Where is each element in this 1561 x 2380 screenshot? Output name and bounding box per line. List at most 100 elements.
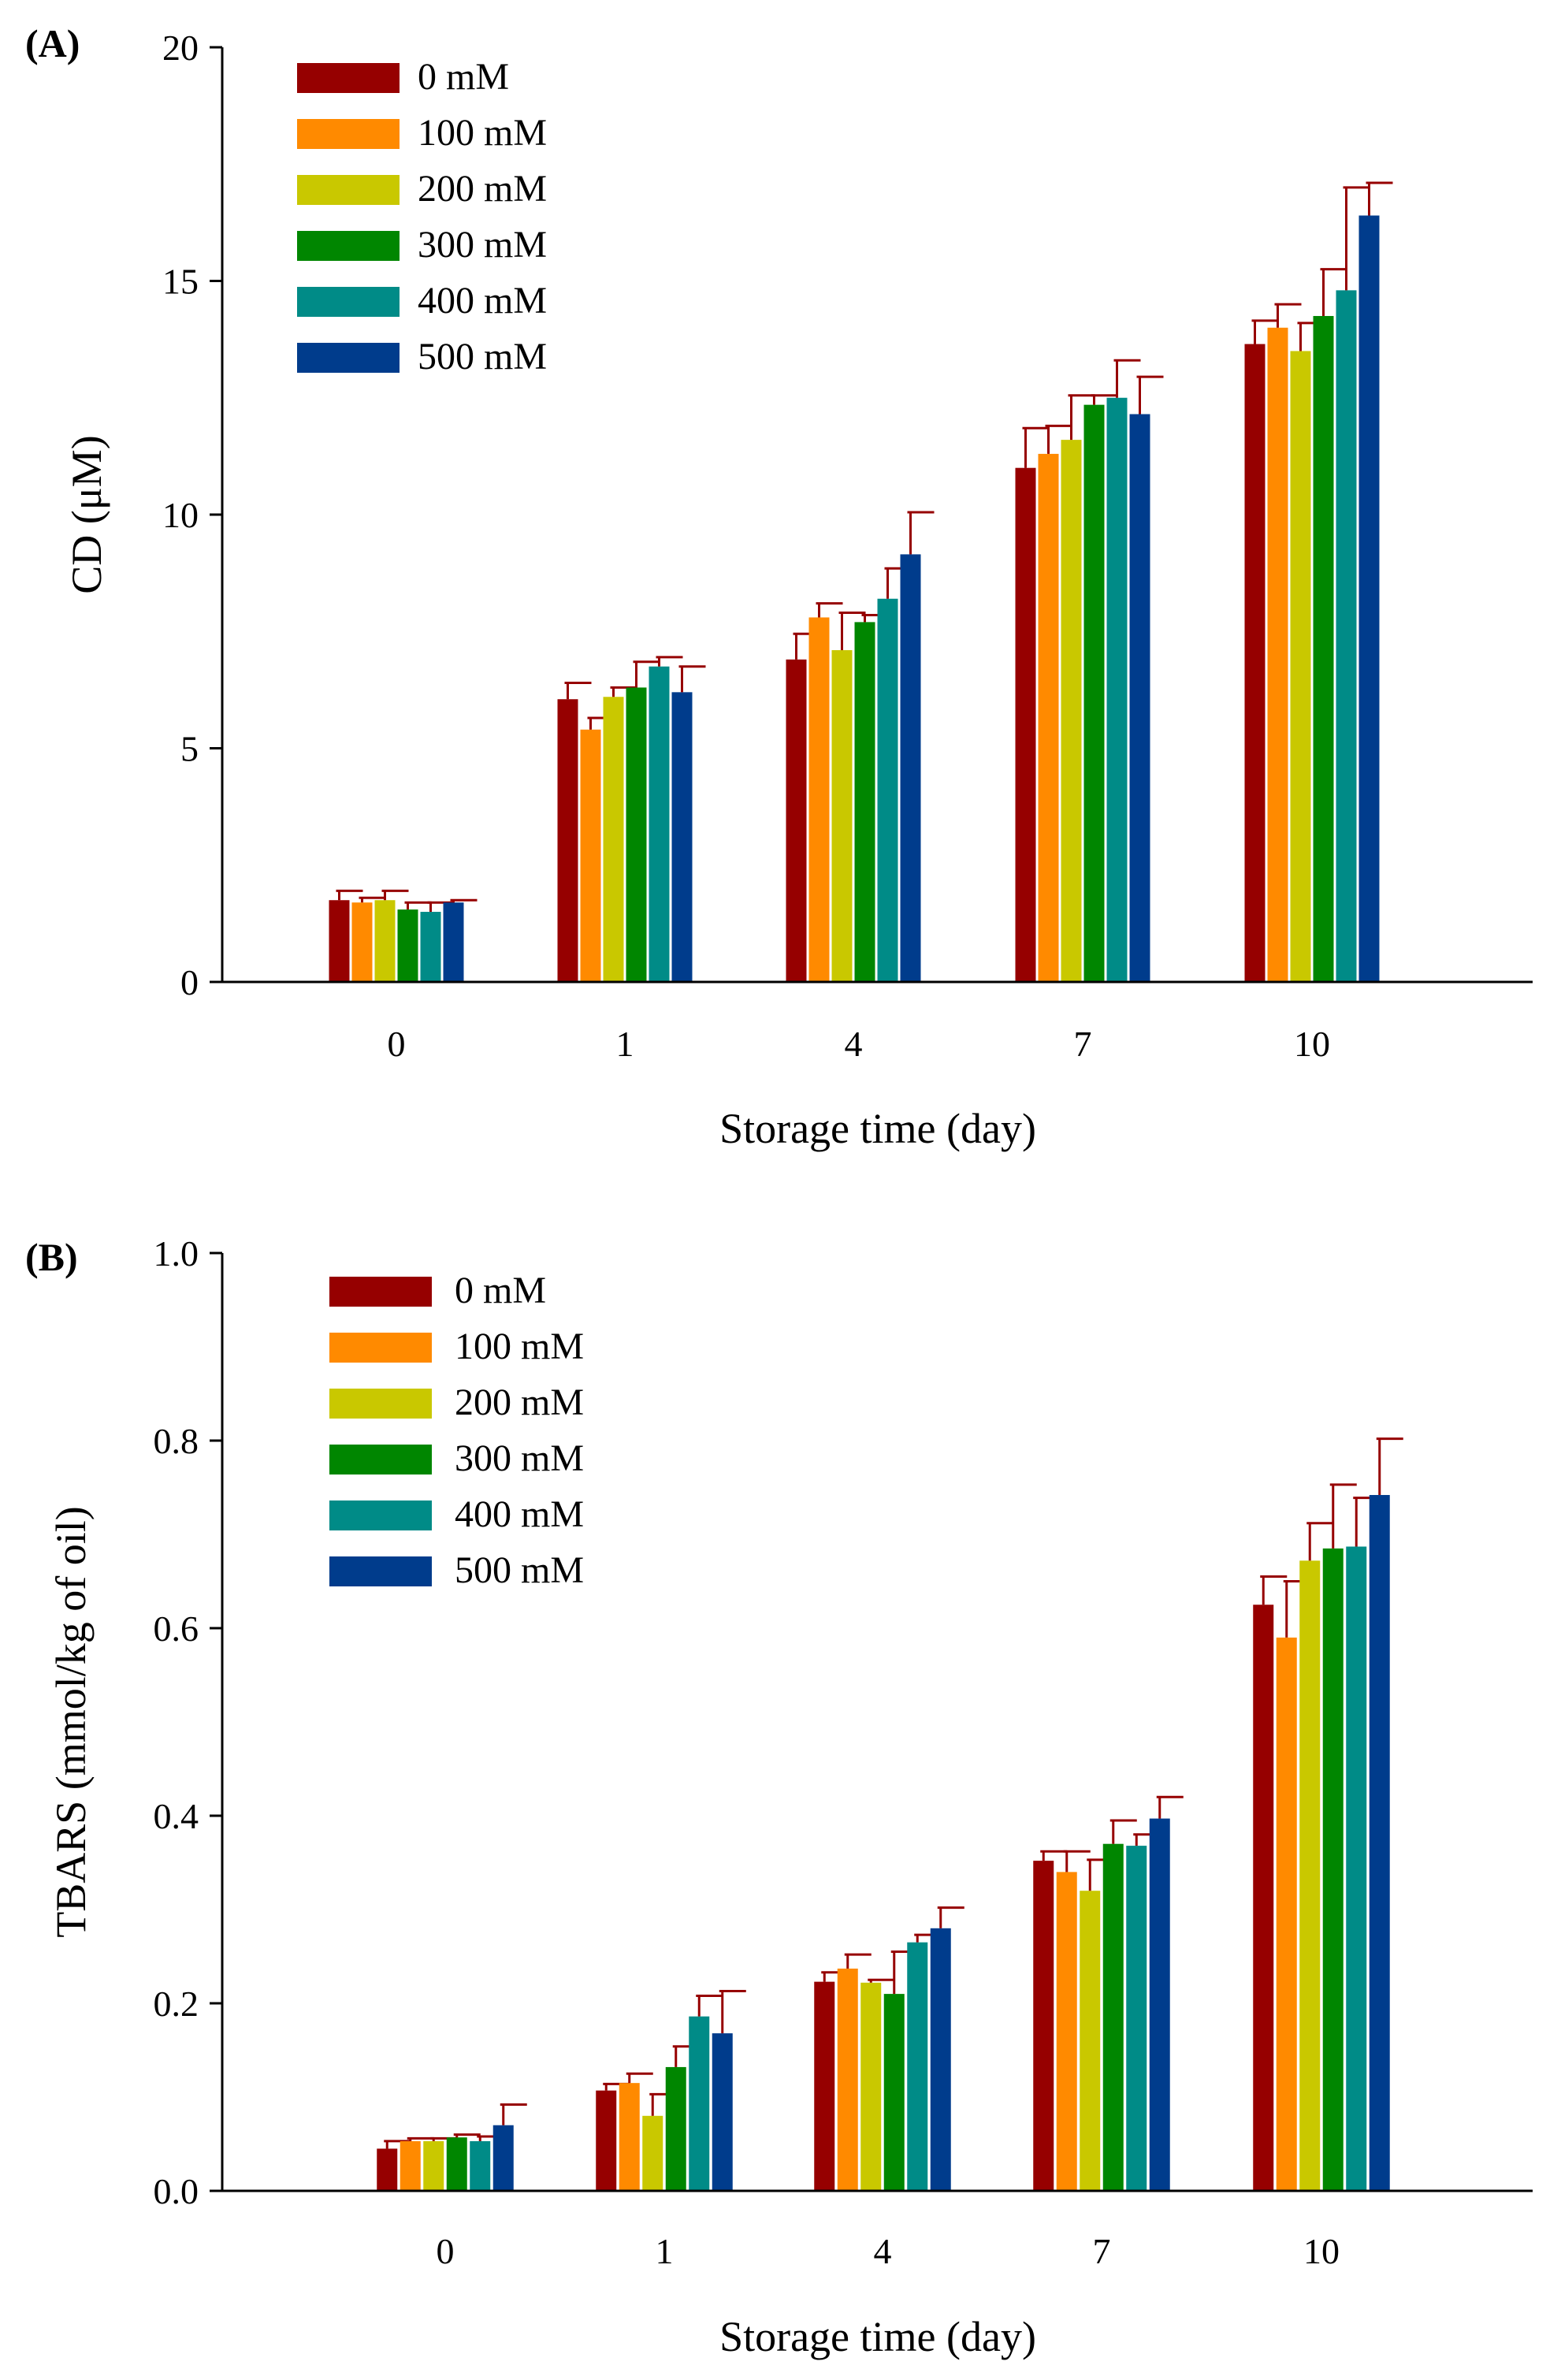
legend-swatch [329,1389,432,1419]
bar [1033,1861,1054,2191]
panel-label: (B) [25,1235,78,1279]
legend-label: 0 mM [455,1270,546,1311]
y-tick-label: 0.8 [154,1421,199,1461]
y-tick-label: 0.6 [154,1608,199,1649]
bar [1129,414,1150,982]
bar [1106,397,1128,982]
bar [854,622,875,982]
bar [1299,1560,1321,2191]
x-axis-title: Storage time (day) [719,2313,1036,2360]
bar [1290,351,1311,982]
bar [649,666,670,982]
bar [883,1994,905,2191]
legend-swatch [297,175,400,205]
bar [689,2016,710,2191]
x-axis-title: Storage time (day) [719,1105,1036,1152]
bar [1061,440,1082,982]
bar [397,909,418,982]
bar [1358,215,1380,983]
bar [1102,1843,1124,2191]
bar [786,659,807,982]
bar [907,1942,928,2191]
x-tick-label: 4 [874,2231,892,2271]
bar [1080,1891,1101,2191]
y-tick-label: 1.0 [154,1233,199,1274]
bar [557,699,578,982]
legend-swatch [329,1556,432,1586]
bar [665,2066,686,2191]
legend-swatch [297,119,400,149]
bar [1056,1872,1077,2191]
bar [808,617,830,982]
bar [1336,290,1357,982]
bar [860,1982,882,2191]
y-tick-label: 0.0 [154,2171,199,2211]
y-tick-label: 20 [162,28,199,68]
bar [1038,453,1059,982]
legend-label: 300 mM [418,224,547,266]
bar [1276,1637,1297,2191]
legend-label: 400 mM [455,1493,584,1535]
bar [1083,404,1105,982]
legend-label: 500 mM [418,336,547,377]
bar [1313,315,1334,983]
legend-swatch [329,1445,432,1474]
bar [626,687,647,982]
legend-swatch [297,63,400,93]
x-tick-label: 1 [656,2231,674,2271]
legend-swatch [329,1501,432,1530]
bar [1322,1548,1344,2191]
bar [831,649,853,982]
y-tick-label: 5 [180,729,199,769]
bar [837,1968,858,2191]
x-tick-label: 4 [845,1024,863,1064]
bar [877,598,898,982]
legend-label: 100 mM [455,1326,584,1367]
legend-label: 0 mM [418,56,509,98]
bar [443,902,464,982]
bar [1015,467,1036,982]
bar [351,902,373,982]
bar [930,1928,951,2191]
bar [470,2140,491,2191]
chart-panel-b: 0.0 0.2 0.4 0.6 0.8 1.0 0 1 4 7 10 (B) TBARS (mmol… [25,1233,1533,2360]
bar [1126,1846,1147,2191]
bar [329,900,350,982]
bar [642,2115,663,2191]
x-tick-label: 0 [437,2231,455,2271]
bar [423,2140,444,2191]
bar [619,2083,640,2191]
y-tick-label: 0 [180,962,199,1002]
bar [1149,1818,1170,2191]
legend-label: 100 mM [418,112,547,154]
x-tick-label: 10 [1303,2231,1340,2271]
bar [1253,1605,1274,2191]
bar [603,697,624,982]
bar [400,2140,421,2191]
panel-label: (A) [25,21,80,65]
bar [374,900,396,982]
bar [712,2033,733,2191]
bar [1346,1546,1367,2191]
x-tick-label: 7 [1074,1024,1092,1064]
x-tick-label: 1 [616,1024,634,1064]
bar [446,2137,467,2191]
y-axis-title: TBARS (mmol/kg of oil) [47,1506,95,1938]
bar [814,1981,835,2191]
y-tick-label: 0.2 [154,1984,199,2024]
bar [377,2148,398,2191]
legend-swatch [329,1333,432,1363]
y-axis-title: CD (μM) [63,435,110,593]
legend-label: 200 mM [418,168,547,210]
x-tick-label: 7 [1093,2231,1111,2271]
x-tick-label: 0 [388,1024,406,1064]
chart-panel-a: 0 5 10 15 20 0 1 4 7 10 (A) CD (μM) Storage time … [25,21,1533,1152]
y-tick-label: 10 [162,495,199,535]
legend-swatch [297,287,400,317]
y-tick-label: 15 [162,262,199,302]
legend-swatch [297,231,400,261]
legend-swatch [297,343,400,373]
x-tick-label: 10 [1294,1024,1330,1064]
legend-label: 300 mM [455,1437,584,1479]
